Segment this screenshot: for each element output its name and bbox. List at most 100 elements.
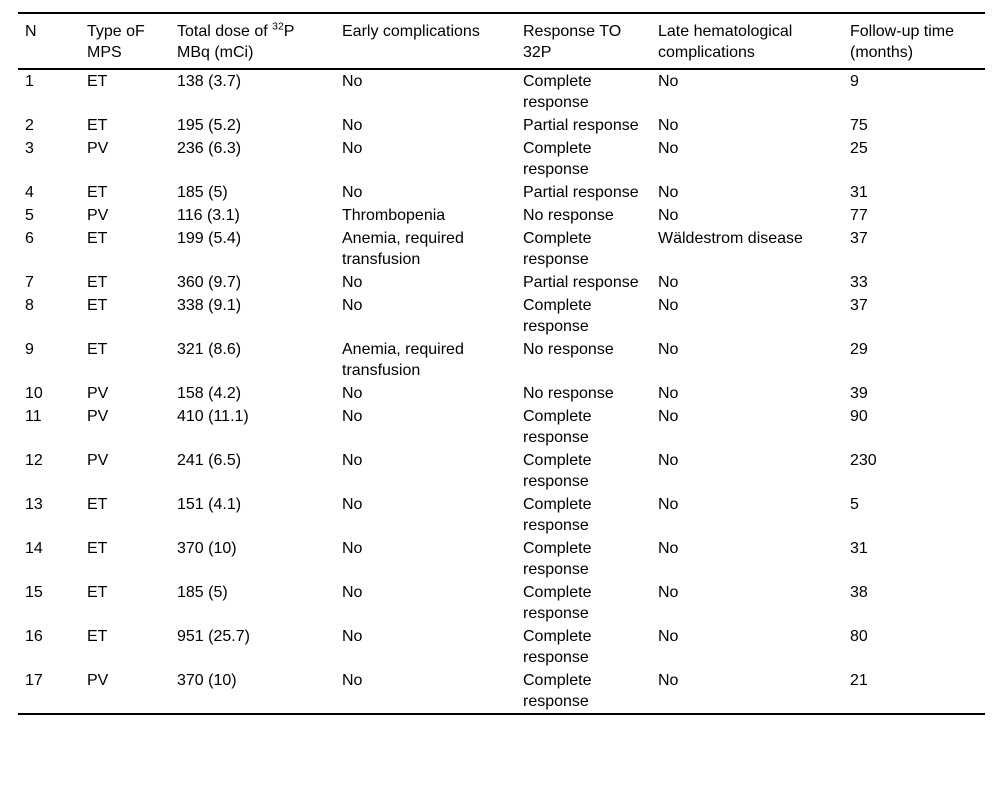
table-cell: No (342, 452, 363, 469)
table-cell: 1 (25, 73, 34, 90)
table-row: 2 ET 195 (5.2) No Partial response No 75 (18, 114, 985, 137)
table-cell: 37 (850, 230, 868, 247)
col-header-type-line2: MPS (87, 44, 122, 61)
table-cell: 11 (25, 408, 42, 425)
col-header-response-line2: 32P (523, 44, 552, 61)
table-cell: No (342, 73, 363, 90)
table-cell: 38 (850, 584, 868, 601)
table-cell: 2 (25, 117, 34, 134)
table-cell: ET (87, 297, 108, 314)
paper-table-page: N Type oF MPS Total dose of 32P MBq (mCi… (18, 12, 985, 715)
table-cell: Partial response (523, 117, 639, 134)
table-header: N Type oF MPS Total dose of 32P MBq (mCi… (18, 13, 985, 70)
table-cell: No (658, 207, 679, 224)
table-cell: No response (523, 207, 614, 224)
table-row: 7 ET 360 (9.7) No Partial response No 33 (18, 271, 985, 294)
table-cell: 360 (9.7) (177, 274, 242, 291)
table-cell: Complete response (523, 584, 592, 622)
table-cell: No (658, 73, 679, 90)
col-header-dose-line1: Total dose of 32P (177, 21, 334, 42)
table-cell: 10 (25, 385, 43, 402)
dose-label-pre: Total dose of (177, 23, 273, 40)
table-cell: 241 (6.5) (177, 452, 242, 469)
table-cell: Anemia, required transfusion (342, 230, 464, 268)
col-header-followup: Follow-up time (months) (850, 13, 985, 70)
table-cell: No (342, 274, 363, 291)
col-header-response-line1: Response TO (523, 23, 622, 40)
patients-32p-table: N Type oF MPS Total dose of 32P MBq (mCi… (18, 12, 985, 715)
table-cell: No response (523, 385, 614, 402)
table-cell: Wäldestrom disease (658, 230, 803, 247)
table-cell: 9 (850, 73, 859, 90)
col-header-n-label: N (25, 23, 37, 40)
table-row: 4 ET 185 (5) No Partial response No 31 (18, 181, 985, 204)
table-cell: 4 (25, 184, 34, 201)
table-cell: Complete response (523, 408, 592, 446)
table-cell: 15 (25, 584, 43, 601)
table-cell: No (342, 408, 363, 425)
table-cell: 9 (25, 341, 34, 358)
col-header-early-label: Early complications (342, 23, 480, 40)
table-body: 1 ET 138 (3.7) No Complete response No 9 2 ET 195… (18, 69, 985, 714)
table-cell: Partial response (523, 184, 639, 201)
table-cell: Thrombopenia (342, 207, 446, 224)
table-cell: 33 (850, 274, 868, 291)
table-cell: No (658, 408, 679, 425)
col-header-response: Response TO 32P (523, 13, 658, 70)
table-cell: 90 (850, 408, 868, 425)
table-cell: 185 (5) (177, 584, 228, 601)
table-cell: 158 (4.2) (177, 385, 242, 402)
table-cell: 138 (3.7) (177, 73, 242, 90)
table-cell: No (342, 540, 363, 557)
table-cell: Complete response (523, 540, 592, 578)
table-cell: No (658, 452, 679, 469)
table-cell: ET (87, 184, 108, 201)
col-header-n: N (18, 13, 87, 70)
col-header-late-line2: complications (658, 44, 755, 61)
table-cell: No (658, 584, 679, 601)
table-row: 10 PV 158 (4.2) No No response No 39 (18, 382, 985, 405)
table-cell: Complete response (523, 230, 592, 268)
table-cell: 16 (25, 628, 43, 645)
table-row: 8 ET 338 (9.1) No Complete response No 37 (18, 294, 985, 338)
table-cell: 116 (3.1) (177, 207, 240, 224)
table-cell: No (658, 297, 679, 314)
table-cell: No response (523, 341, 614, 358)
table-cell: No (342, 672, 363, 689)
table-cell: PV (87, 385, 109, 402)
table-cell: ET (87, 496, 108, 513)
isotope-superscript: 32 (272, 21, 284, 33)
table-cell: 17 (25, 672, 43, 689)
table-cell: PV (87, 408, 109, 425)
table-cell: 951 (25.7) (177, 628, 250, 645)
table-cell: 3 (25, 140, 34, 157)
table-cell: ET (87, 117, 108, 134)
col-header-dose-line2: MBq (mCi) (177, 44, 254, 61)
table-cell: PV (87, 140, 109, 157)
table-cell: 199 (5.4) (177, 230, 242, 247)
table-row: 1 ET 138 (3.7) No Complete response No 9 (18, 69, 985, 114)
table-cell: ET (87, 341, 108, 358)
table-cell: No (342, 496, 363, 513)
table-cell: 338 (9.1) (177, 297, 242, 314)
dose-label-post: P (283, 23, 295, 40)
table-row: 12 PV 241 (6.5) No Complete response No 230 (18, 449, 985, 493)
table-cell: 6 (25, 230, 34, 247)
col-header-late-line1: Late hematological (658, 23, 793, 40)
table-cell: 13 (25, 496, 43, 513)
table-row: 14 ET 370 (10) No Complete response No 31 (18, 537, 985, 581)
table-cell: Complete response (523, 297, 592, 335)
table-row: 17 PV 370 (10) No Complete response No 21 (18, 669, 985, 714)
table-cell: 236 (6.3) (177, 140, 242, 157)
table-cell: No (658, 140, 679, 157)
table-cell: 321 (8.6) (177, 341, 242, 358)
col-header-followup-line1: Follow-up time (850, 23, 955, 40)
table-row: 11 PV 410 (11.1) No Complete response No 90 (18, 405, 985, 449)
table-cell: No (658, 274, 679, 291)
table-cell: No (658, 496, 679, 513)
table-cell: 370 (10) (177, 540, 237, 557)
table-cell: 5 (25, 207, 34, 224)
col-header-type-of-mps: Type oF MPS (87, 13, 177, 70)
table-cell: No (658, 540, 679, 557)
table-cell: 8 (25, 297, 34, 314)
